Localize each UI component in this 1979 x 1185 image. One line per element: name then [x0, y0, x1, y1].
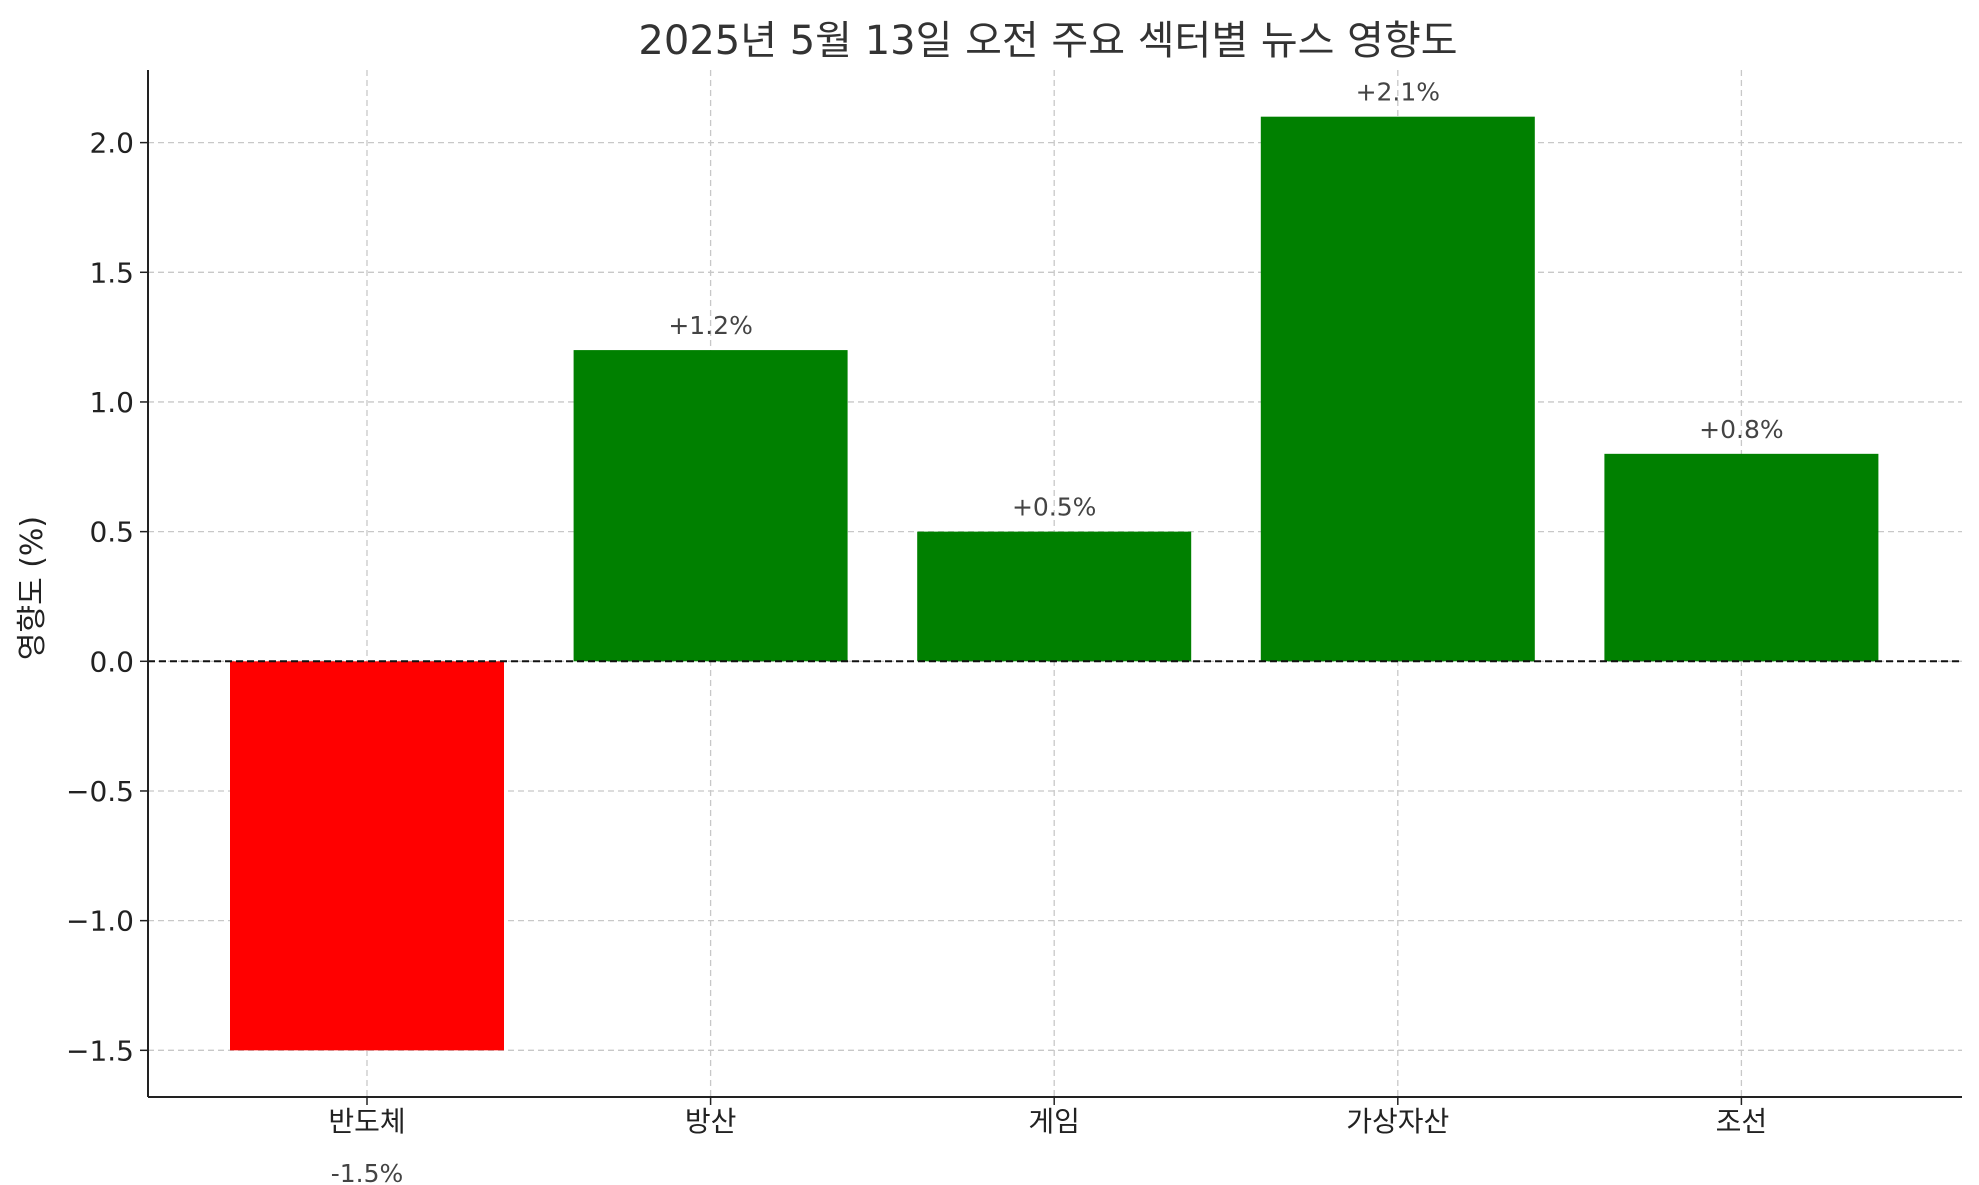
bars — [230, 116, 1879, 1051]
bar-value-label: +1.2% — [668, 311, 752, 340]
x-tick-label: 게임 — [1028, 1105, 1080, 1138]
x-tick-label: 가상자산 — [1346, 1105, 1449, 1138]
bar-value-label: +2.1% — [1356, 78, 1440, 107]
y-tick-label: 1.5 — [89, 256, 134, 289]
bar-value-label: +0.5% — [1012, 493, 1096, 522]
y-tick-label: 1.0 — [89, 386, 134, 419]
x-tick-label: 조선 — [1716, 1105, 1768, 1138]
y-tick-label: 0.5 — [89, 516, 134, 549]
x-axis-ticks: 반도체 방산 게임 가상자산 조선 — [328, 1097, 1767, 1138]
bar — [1260, 116, 1535, 662]
bar-value-label: -1.5% — [331, 1159, 404, 1185]
bar — [573, 350, 848, 662]
y-tick-label: 2.0 — [89, 127, 134, 160]
y-axis-label: 영향도 (%) — [15, 516, 50, 660]
y-tick-label: −1.5 — [66, 1034, 134, 1067]
bar — [1604, 453, 1879, 662]
bar — [917, 531, 1192, 662]
y-tick-label: −1.0 — [66, 905, 134, 938]
y-axis-ticks: −1.5 −1.0 −0.5 0.0 0.5 1.0 1.5 2.0 — [66, 127, 148, 1067]
y-tick-label: −0.5 — [66, 775, 134, 808]
bar-value-label: +0.8% — [1699, 415, 1783, 444]
data-labels: -1.5% +1.2% +0.5% +2.1% +0.8% — [331, 78, 1784, 1185]
bar — [230, 661, 504, 1051]
x-tick-label: 반도체 — [328, 1105, 405, 1138]
y-tick-label: 0.0 — [89, 645, 134, 678]
x-tick-label: 방산 — [685, 1105, 737, 1138]
chart-title: 2025년 5월 13일 오전 주요 섹터별 뉴스 영향도 — [638, 18, 1457, 64]
